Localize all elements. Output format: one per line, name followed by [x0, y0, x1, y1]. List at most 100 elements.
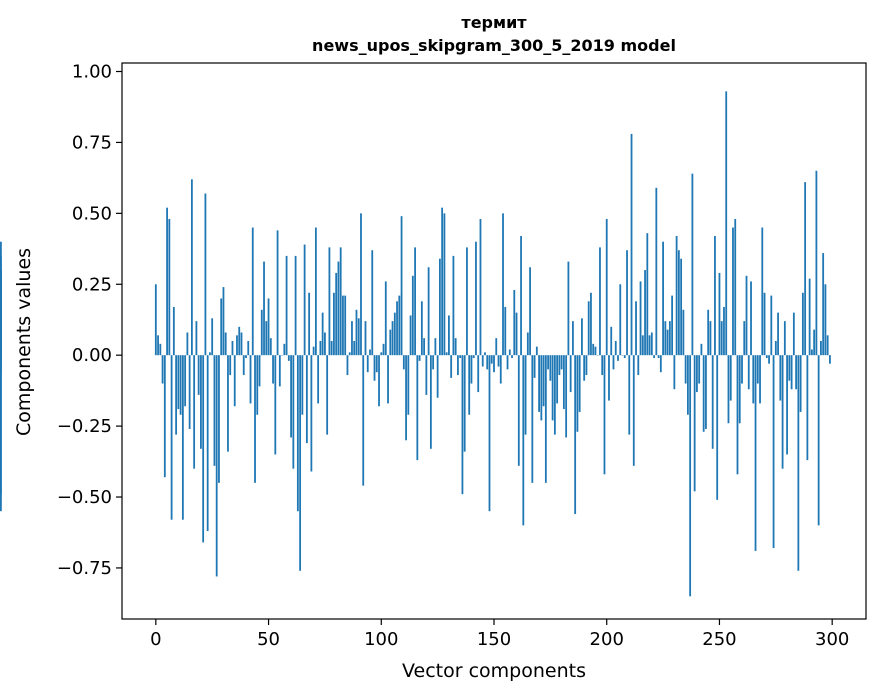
bar-component-246 [709, 321, 712, 356]
bar-component-87 [351, 321, 353, 356]
y-tick-label: −0.25 [57, 416, 112, 437]
y-tick-label: 0.00 [72, 345, 112, 366]
bar-component-135 [459, 355, 462, 359]
bar-component-120 [425, 355, 428, 395]
bar-component-155 [504, 306, 507, 356]
y-tick-label: 0.25 [72, 274, 112, 295]
bar-component-undefined [0, 355, 2, 512]
bar-component-150 [493, 355, 495, 373]
bar-component-81 [337, 261, 340, 356]
bar-component-90 [357, 318, 360, 356]
bar-component-287 [801, 292, 804, 356]
bar-component-109 [400, 216, 403, 356]
bar-component-88 [353, 341, 356, 356]
bar-component-102 [384, 281, 387, 356]
bar-component-28 [218, 355, 220, 483]
bar-component-108 [398, 295, 401, 356]
bar-component-297 [824, 284, 827, 356]
bar-component-82 [339, 247, 342, 356]
bar-component-254 [727, 355, 730, 424]
bar-component-118 [420, 301, 423, 356]
bar-component-293 [815, 170, 818, 356]
bar-component-72 [317, 355, 320, 404]
x-axis-label: Vector components [402, 660, 586, 682]
bar-component-171 [540, 355, 543, 421]
bar-component-213 [635, 301, 637, 356]
bar-component-79 [333, 292, 335, 356]
bar-component-55 [278, 355, 281, 387]
bar-component-141 [472, 355, 475, 359]
bar-component-288 [804, 182, 807, 356]
bar-component-149 [490, 355, 493, 364]
bar-component-94 [366, 355, 369, 373]
bar-component-107 [396, 301, 398, 356]
bar-component-7 [170, 355, 173, 520]
bar-component-177 [553, 355, 556, 435]
bar-component-176 [551, 355, 554, 421]
bar-component-39 [242, 355, 245, 376]
bar-component-236 [686, 355, 689, 415]
bar-component-53 [274, 355, 277, 455]
bar-component-179 [558, 355, 561, 376]
bar-component-191 [585, 355, 588, 376]
bar-component-276 [777, 312, 779, 356]
bar-component-30 [222, 287, 225, 356]
bar-component-206 [619, 284, 622, 356]
bar-component-9 [175, 355, 178, 435]
bar-component-35 [233, 355, 236, 407]
bar-component-138 [466, 247, 468, 356]
bar-component-268 [759, 355, 761, 404]
bar-component-97 [373, 355, 376, 381]
bar-component-292 [813, 329, 816, 356]
bar-component-54 [276, 230, 279, 356]
bar-component-222 [655, 187, 658, 356]
bar-component-227 [666, 329, 669, 356]
bar-component-42 [249, 355, 252, 404]
bar-component-110 [402, 355, 405, 370]
bar-component-23 [206, 355, 209, 532]
y-tick-label: 0.50 [72, 203, 112, 224]
bar-component-64 [299, 355, 302, 571]
y-tick-label: 0.75 [72, 132, 112, 153]
bar-component-63 [296, 355, 299, 512]
bar-component-60 [290, 355, 292, 438]
bar-component-230 [673, 355, 676, 390]
bar-component-190 [583, 355, 586, 381]
x-tick-label: 200 [590, 629, 624, 650]
bar-component-37 [238, 326, 241, 356]
bar-component-219 [648, 335, 651, 356]
bar-component-49 [265, 321, 268, 356]
bar-component-256 [732, 227, 734, 356]
bar-component-225 [662, 241, 664, 356]
bar-component-277 [779, 355, 782, 401]
bar-component-298 [826, 335, 829, 356]
x-tick-label: 150 [477, 629, 511, 650]
bar-component-178 [556, 355, 559, 404]
bar-component-211 [630, 133, 633, 356]
bar-component-279 [783, 321, 786, 356]
bar-component-166 [529, 267, 531, 356]
bar-component-76 [326, 355, 329, 435]
bar-component-123 [432, 355, 435, 370]
bar-component-295 [820, 341, 822, 356]
x-tick-label: 250 [702, 629, 736, 650]
bar-component-159 [513, 289, 516, 356]
bar-component-112 [407, 355, 410, 415]
bar-component-274 [772, 355, 775, 549]
bar-component-216 [641, 335, 644, 356]
bar-component-168 [533, 355, 536, 378]
bar-component-282 [790, 355, 793, 390]
bar-component-146 [484, 352, 486, 356]
bar-component-232 [677, 250, 680, 356]
x-tick-label: 300 [815, 629, 849, 650]
bar-component-104 [389, 329, 392, 356]
bar-component-125 [436, 355, 439, 398]
bar-component-33 [229, 355, 232, 376]
bar-component-283 [792, 312, 795, 356]
bar-component-114 [411, 275, 414, 356]
bar-component-119 [423, 338, 426, 356]
bar-component-4 [163, 355, 166, 478]
bar-component-253 [725, 91, 728, 356]
bar-component-21 [202, 355, 205, 543]
bar-component-13 [184, 355, 187, 407]
